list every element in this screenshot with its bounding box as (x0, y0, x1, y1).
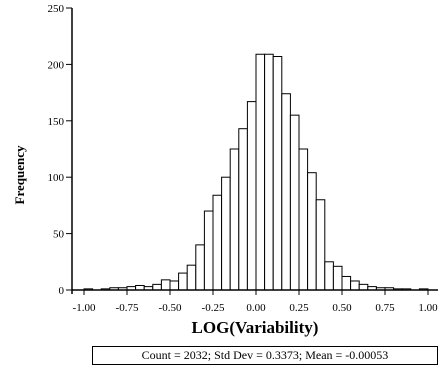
histogram-bar (178, 272, 188, 291)
histogram-bar (298, 148, 309, 291)
x-tick-label: -1.00 (73, 302, 96, 314)
histogram-bar (212, 194, 223, 291)
histogram-bar (341, 275, 352, 291)
histogram-bar (324, 261, 334, 291)
histogram-bar (246, 101, 257, 291)
histogram-bar (358, 283, 369, 291)
y-tick-label: 200 (48, 59, 65, 71)
y-axis-label: Frequency (12, 145, 27, 204)
histogram-bars (83, 53, 429, 291)
histogram-bar (264, 53, 274, 291)
x-tick-label: 1.00 (418, 302, 438, 314)
histogram-bar (281, 93, 291, 291)
chart-ticks: -1.00 -0.75 -0.50 -0.25 0.00 0.25 0.50 0.75 1.00… (48, 3, 439, 314)
histogram-bar (160, 279, 171, 291)
y-tick-label: 100 (48, 172, 65, 184)
x-tick-label: 0.00 (246, 302, 266, 314)
histogram-bar (307, 172, 317, 291)
x-tick-label: -0.75 (116, 302, 139, 314)
histogram-bar (332, 265, 343, 291)
x-tick-label: 0.25 (289, 302, 309, 314)
y-tick-label: 0 (59, 285, 65, 297)
histogram-bar (195, 244, 205, 291)
histogram-bar (238, 128, 248, 291)
histogram-bar (315, 199, 326, 291)
x-axis-label: LOG(Variability) (192, 318, 319, 337)
histogram-bar (169, 280, 180, 291)
histogram-bar (186, 264, 197, 291)
histogram-bar (255, 53, 266, 291)
y-tick-label: 150 (48, 116, 65, 128)
histogram-bar (203, 210, 214, 291)
histogram-bar (289, 114, 300, 291)
x-tick-label: -0.50 (159, 302, 182, 314)
histogram-bar (272, 56, 283, 291)
y-tick-label: 50 (53, 229, 65, 241)
histogram-bar (221, 176, 231, 291)
y-tick-label: 250 (48, 3, 65, 15)
x-tick-label: 0.50 (332, 302, 352, 314)
summary-stats-box: Count = 2032; Std Dev = 0.3373; Mean = -… (92, 346, 438, 365)
histogram-bar (152, 283, 162, 291)
x-tick-label: 0.75 (375, 302, 395, 314)
histogram-bar (350, 280, 360, 291)
histogram-bar (229, 148, 240, 291)
chart-axes (71, 8, 438, 294)
x-tick-label: -0.25 (202, 302, 225, 314)
